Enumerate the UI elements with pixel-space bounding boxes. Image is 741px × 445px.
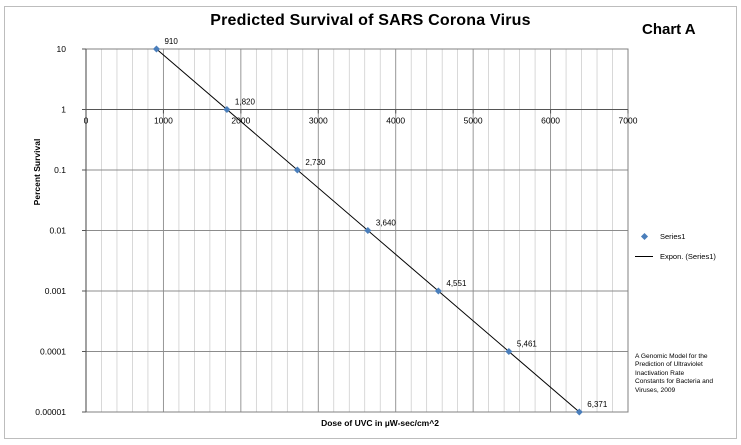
chart-tag: Chart A bbox=[642, 21, 696, 38]
y-tick-label: 0.0001 bbox=[40, 347, 66, 357]
legend-item-trendline: Expon. (Series1) bbox=[633, 246, 738, 266]
x-tick-label: 1000 bbox=[154, 116, 173, 126]
x-tick-label: 6000 bbox=[541, 116, 560, 126]
data-point-label: 2,730 bbox=[305, 158, 326, 167]
legend-item-series: Series1 bbox=[633, 226, 738, 246]
data-point-label: 910 bbox=[164, 37, 178, 46]
legend-label-trendline: Expon. (Series1) bbox=[660, 251, 716, 261]
data-point-label: 1,820 bbox=[235, 98, 256, 107]
x-tick-label: 0 bbox=[84, 116, 89, 126]
x-axis-label: Dose of UVC in µW-sec/cm^2 bbox=[321, 418, 439, 428]
y-tick-label: 0.01 bbox=[49, 226, 66, 236]
data-point-diamond bbox=[364, 227, 372, 234]
data-point-diamond bbox=[575, 408, 583, 416]
data-point-diamond bbox=[152, 45, 160, 53]
x-tick-label: 5000 bbox=[464, 116, 483, 126]
legend-label-series: Series1 bbox=[660, 231, 686, 241]
x-tick-label: 7000 bbox=[619, 116, 638, 126]
diamond-marker-icon bbox=[633, 232, 655, 240]
data-point-diamond bbox=[505, 348, 513, 355]
x-tick-label: 3000 bbox=[309, 116, 328, 126]
data-point-label: 3,640 bbox=[376, 219, 397, 228]
data-point-diamond bbox=[293, 166, 301, 174]
line-marker-icon bbox=[633, 255, 655, 257]
y-axis-label: Percent Survival bbox=[32, 138, 42, 206]
data-point-diamond bbox=[223, 106, 231, 113]
legend: Series1 Expon. (Series1) bbox=[633, 226, 738, 266]
chart-title: Predicted Survival of SARS Corona Virus bbox=[210, 12, 531, 29]
data-point-label: 5,461 bbox=[517, 340, 538, 349]
y-tick-label: 0.00001 bbox=[35, 407, 66, 417]
data-point-diamond bbox=[434, 287, 442, 295]
data-point-label: 4,551 bbox=[446, 279, 467, 288]
data-point-label: 6,371 bbox=[587, 400, 608, 409]
y-tick-label: 0.1 bbox=[54, 165, 66, 175]
y-tick-label: 0.001 bbox=[45, 286, 67, 296]
y-tick-label: 10 bbox=[57, 44, 67, 54]
gridlines bbox=[85, 48, 629, 413]
source-annotation: A Genomic Model for the Prediction of Ul… bbox=[635, 353, 714, 394]
chart-frame bbox=[4, 6, 737, 439]
x-tick-label: 4000 bbox=[386, 116, 405, 126]
x-tick-label: 2000 bbox=[231, 116, 250, 126]
y-tick-label: 1 bbox=[61, 105, 66, 115]
series-points bbox=[152, 45, 583, 416]
